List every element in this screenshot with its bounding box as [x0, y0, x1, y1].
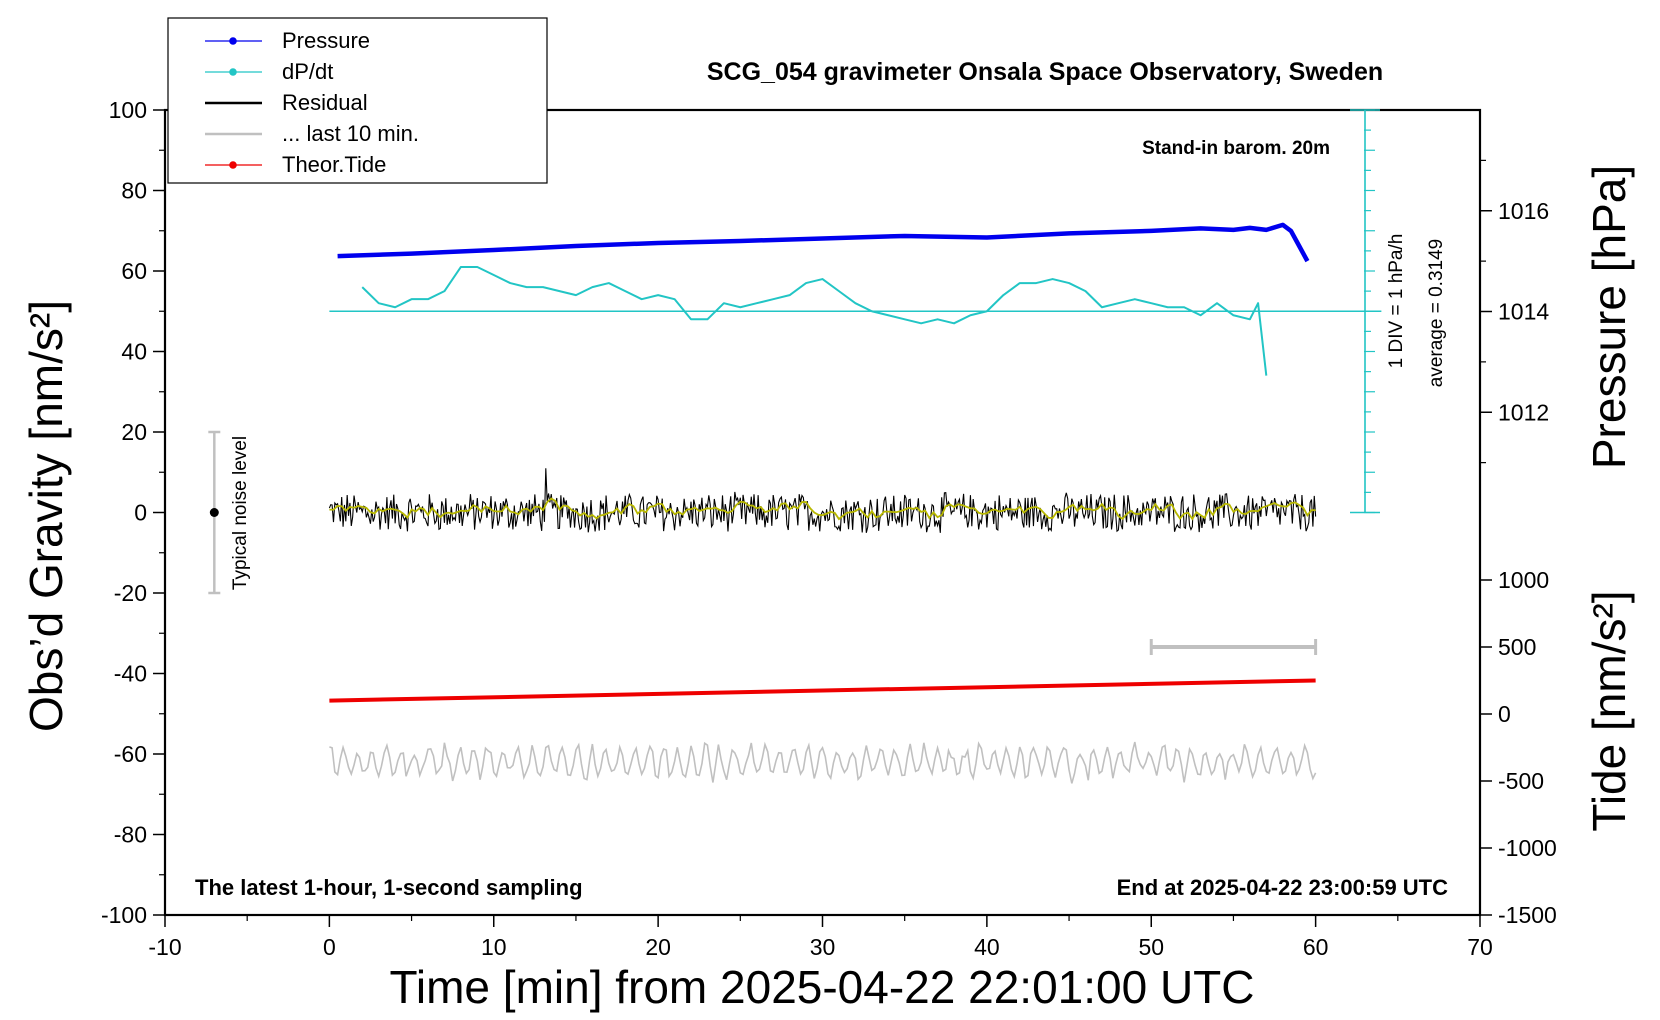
noise-level-indicator [208, 430, 221, 595]
average-note: average = 0.3149 [1426, 239, 1447, 387]
pressure-tick-label: 1014 [1498, 299, 1549, 325]
y-tick-label: 80 [121, 178, 147, 204]
x-tick-label: -10 [148, 934, 181, 960]
x-tick-label: 0 [323, 934, 336, 960]
legend-label: Pressure [282, 28, 370, 53]
legend-label: dP/dt [282, 59, 333, 84]
pressure-tick-label: 1016 [1498, 198, 1549, 224]
pressure-axis-label: Pressure [hPa] [1583, 165, 1635, 469]
x-tick-label: 10 [481, 934, 507, 960]
chart-title: SCG_054 gravimeter Onsala Space Observat… [707, 58, 1383, 86]
tide-axis: 1000 500 0 -500 -1000 -1500 [1480, 567, 1557, 928]
legend-marker [229, 37, 237, 45]
tide-tick-label: 500 [1498, 634, 1536, 660]
div-note: 1 DIV = 1 hPa/h [1386, 234, 1407, 369]
pressure-axis: 1016 1014 1012 [1480, 159, 1549, 464]
y-tick-label: -60 [114, 741, 147, 767]
series-layer [328, 222, 1382, 784]
x-tick-label: 70 [1467, 934, 1493, 960]
x-tick-label: 30 [810, 934, 836, 960]
gravity-axis: 100 80 60 40 20 0 -20 -40 -60 -80 -100 [101, 97, 165, 928]
y-tick-label: 60 [121, 258, 147, 284]
tide-axis-label: Tide [nm/s²] [1583, 590, 1635, 831]
tide-tick-label: -1500 [1498, 902, 1557, 928]
x-axis-label: Time [min] from 2025-04-22 22:01:00 UTC [390, 961, 1255, 1013]
legend: Pressure dP/dt Residual ... last 10 min. The… [167, 17, 548, 184]
y-tick-label: 20 [121, 419, 147, 445]
y-tick-label: -80 [114, 822, 147, 848]
x-tick-label: 20 [645, 934, 671, 960]
pressure-tick-label: 1012 [1498, 399, 1549, 425]
noise-center-dot [209, 508, 219, 517]
legend-marker [229, 161, 237, 169]
y-tick-label: -100 [101, 902, 147, 928]
last-10-min-line [329, 741, 1317, 784]
barometer-note: Stand-in barom. 20m [1142, 138, 1330, 159]
x-tick-label: 50 [1138, 934, 1164, 960]
theoretical-tide-line [329, 678, 1316, 703]
legend-box [167, 17, 548, 184]
pressure-line [337, 222, 1310, 263]
legend-label: ... last 10 min. [282, 121, 419, 146]
y-tick-label: 100 [109, 97, 147, 123]
tide-tick-label: 1000 [1498, 567, 1549, 593]
time-axis: -10 0 10 20 30 40 50 60 70 [148, 915, 1493, 960]
tide-tick-label: -500 [1498, 768, 1544, 794]
legend-label: Residual [282, 90, 368, 115]
legend-marker [229, 68, 237, 76]
residual-line [328, 468, 1317, 533]
y-tick-label: 40 [121, 339, 147, 365]
tide-tick-label: -1000 [1498, 835, 1557, 861]
tide-tick-label: 0 [1498, 701, 1511, 727]
y-axis-label: Obs’d Gravity [nm/s²] [20, 300, 72, 732]
residual-smoothed-line [329, 497, 1316, 521]
y-tick-label: 0 [134, 500, 147, 526]
dpdt-line [361, 265, 1268, 376]
bottom-right-note: End at 2025-04-22 23:00:59 UTC [1117, 875, 1448, 900]
x-tick-label: 60 [1303, 934, 1329, 960]
y-tick-label: -40 [114, 661, 147, 687]
noise-label: Typical noise level [230, 436, 251, 590]
legend-label: Theor.Tide [282, 152, 386, 177]
y-tick-label: -20 [114, 580, 147, 606]
x-tick-label: 40 [974, 934, 1000, 960]
bottom-left-note: The latest 1-hour, 1-second sampling [195, 875, 583, 900]
